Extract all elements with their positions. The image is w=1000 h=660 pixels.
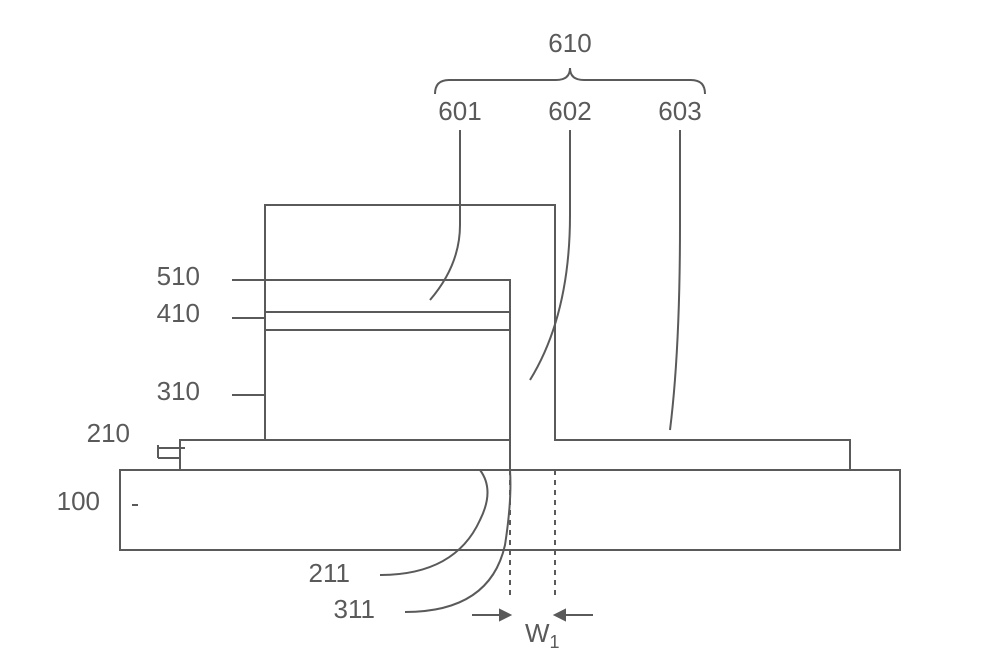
label-601: 601 [438, 96, 481, 126]
label-w1: W1 [525, 618, 560, 652]
label-610: 610 [548, 28, 591, 58]
label-311: 311 [334, 594, 375, 624]
diagram-svg: 610 601 602 603 510 410 310 210 100 211 311 W1 [0, 0, 1000, 660]
label-602: 602 [548, 96, 591, 126]
label-310: 310 [157, 376, 200, 406]
label-510: 510 [157, 261, 200, 291]
label-211: 211 [309, 558, 350, 588]
label-210: 210 [87, 418, 130, 448]
label-603: 603 [658, 96, 701, 126]
label-100: 100 [57, 486, 100, 516]
label-410: 410 [157, 298, 200, 328]
